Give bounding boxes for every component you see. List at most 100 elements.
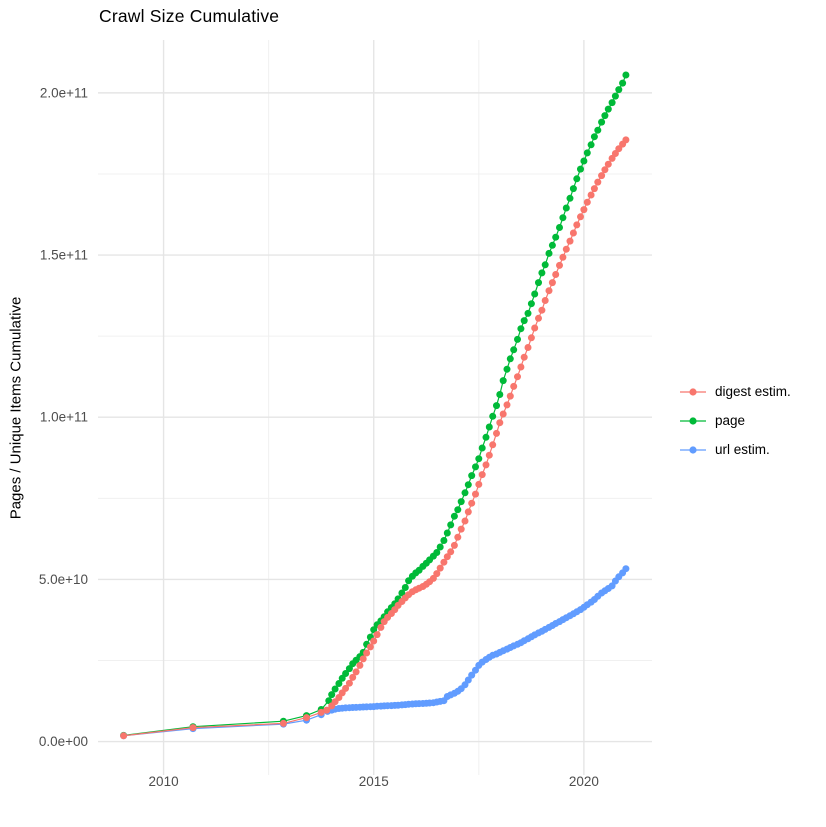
data-point — [517, 363, 525, 371]
data-point — [468, 472, 476, 480]
data-point — [303, 714, 310, 722]
data-point — [345, 665, 353, 673]
data-point — [493, 402, 500, 410]
chart-title: Crawl Size Cumulative — [99, 6, 280, 26]
data-point — [545, 287, 553, 295]
data-point — [538, 269, 546, 277]
data-point — [373, 631, 381, 639]
data-point — [475, 455, 483, 463]
data-point — [541, 297, 549, 304]
data-point — [524, 344, 532, 351]
data-point — [493, 429, 500, 437]
data-point — [482, 433, 490, 441]
data-point — [514, 373, 521, 381]
x-tick-label: 2020 — [569, 774, 599, 789]
data-point — [472, 490, 479, 498]
data-point — [345, 679, 353, 687]
data-point — [524, 309, 532, 317]
data-point — [443, 553, 451, 561]
legend-label: page — [715, 413, 746, 428]
data-point — [461, 517, 469, 525]
data-point — [556, 224, 563, 231]
x-tick-label: 2015 — [359, 774, 389, 789]
data-point — [520, 353, 528, 361]
data-point — [510, 346, 518, 354]
data-point — [538, 306, 546, 314]
data-point — [349, 673, 357, 681]
data-point — [370, 626, 378, 634]
legend-key-icon — [680, 387, 706, 396]
y-tick-label: 5.0e+10 — [39, 572, 88, 587]
data-point — [580, 206, 588, 214]
data-point — [457, 498, 465, 506]
data-point — [450, 541, 458, 549]
data-point — [535, 279, 542, 287]
data-point — [478, 444, 486, 452]
data-point — [496, 419, 504, 427]
data-point — [436, 564, 444, 572]
data-point — [590, 133, 598, 141]
data-point — [573, 221, 581, 229]
data-point — [489, 412, 497, 420]
legend-key-icon — [680, 445, 706, 454]
y-tick-label: 1.0e+11 — [40, 410, 88, 425]
data-point — [457, 525, 465, 533]
data-point — [573, 175, 581, 183]
data-point — [608, 99, 616, 107]
data-point — [454, 506, 462, 514]
data-point — [496, 391, 504, 398]
data-point — [335, 680, 343, 687]
data-point — [506, 355, 514, 363]
data-point — [489, 441, 497, 449]
data-point — [580, 157, 588, 165]
data-point — [531, 324, 539, 332]
legend: digest estim. page url estim. — [679, 377, 791, 464]
data-point — [503, 365, 511, 373]
data-point — [569, 185, 577, 193]
data-point — [447, 521, 455, 529]
data-point — [608, 154, 616, 162]
data-point — [598, 172, 606, 180]
data-point — [562, 204, 570, 212]
legend-item: digest estim. — [679, 377, 791, 406]
data-point — [559, 253, 567, 261]
data-point — [485, 451, 493, 459]
data-point — [485, 423, 493, 431]
data-point — [401, 584, 409, 591]
data-point — [468, 499, 476, 507]
data-point — [450, 512, 458, 520]
data-point — [359, 655, 367, 663]
data-point — [590, 185, 598, 193]
data-point — [594, 126, 602, 134]
data-point — [325, 697, 333, 705]
data-point — [475, 480, 483, 488]
data-point — [569, 229, 577, 237]
data-point — [398, 589, 406, 597]
data-point — [454, 533, 462, 541]
data-point — [552, 271, 560, 278]
data-point — [517, 325, 525, 333]
data-point — [615, 86, 623, 94]
data-point — [535, 314, 542, 322]
data-point — [562, 245, 570, 253]
data-point — [366, 643, 374, 651]
data-point — [377, 623, 385, 631]
data-point — [443, 529, 451, 537]
data-point — [356, 661, 364, 669]
data-point — [510, 382, 518, 390]
data-point — [622, 71, 630, 79]
data-point — [472, 463, 479, 471]
data-point — [622, 565, 630, 573]
data-point — [440, 558, 448, 566]
data-point — [464, 676, 472, 684]
data-point — [622, 136, 630, 144]
data-point — [461, 489, 469, 497]
data-point — [331, 685, 339, 693]
data-point — [189, 724, 197, 732]
data-point — [520, 317, 528, 325]
data-point — [503, 401, 511, 409]
data-point — [566, 194, 574, 202]
data-point — [342, 670, 350, 677]
